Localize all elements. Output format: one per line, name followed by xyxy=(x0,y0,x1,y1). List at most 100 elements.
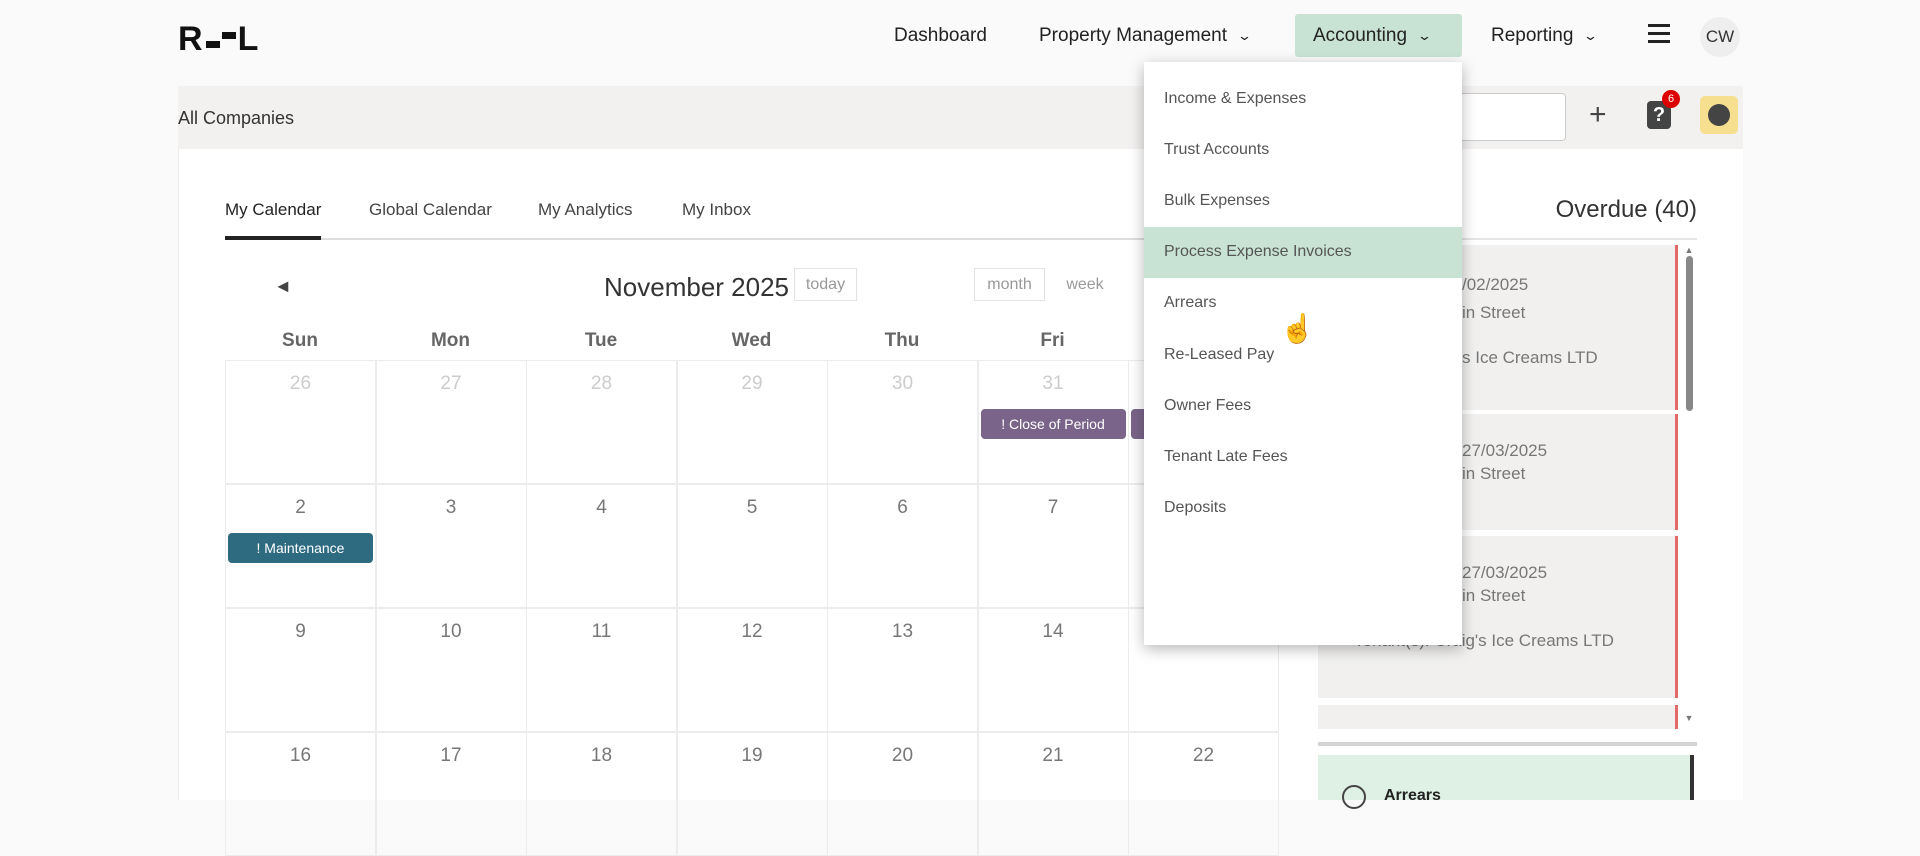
day-number: 12 xyxy=(741,621,763,642)
menu-item[interactable]: Income & Expenses xyxy=(1164,89,1307,107)
prev-month-icon[interactable]: ◄ xyxy=(274,276,292,296)
tab-divider xyxy=(225,238,1280,240)
calendar-day-cell[interactable]: 14 xyxy=(977,608,1129,732)
tab-my-calendar[interactable]: My Calendar xyxy=(225,200,322,219)
calendar-day-cell[interactable]: 22 xyxy=(1128,732,1279,856)
day-header: Sun xyxy=(282,330,318,351)
menu-item[interactable]: Arrears xyxy=(1164,294,1217,312)
month-view-button[interactable]: month xyxy=(974,268,1045,301)
nav-property-management[interactable]: Property Management ⌄ xyxy=(1021,14,1268,57)
card-date: /02/2025 xyxy=(1462,275,1529,294)
menu-item[interactable]: Owner Fees xyxy=(1164,396,1252,414)
menu-item[interactable]: Bulk Expenses xyxy=(1164,191,1270,209)
tab-global-calendar[interactable]: Global Calendar xyxy=(369,200,492,219)
calendar-day-cell[interactable]: 20 xyxy=(827,732,978,856)
calendar-day-cell[interactable]: 11 xyxy=(526,608,677,732)
day-number: 22 xyxy=(1192,745,1215,766)
calendar-day-cell[interactable]: 2 ! Maintenance xyxy=(225,484,376,608)
menu-item[interactable]: Re-Leased Pay xyxy=(1164,345,1275,363)
chevron-down-icon: ⌄ xyxy=(1236,27,1253,43)
day-number: 21 xyxy=(1042,745,1064,766)
day-number: 29 xyxy=(741,373,763,394)
calendar-day-cell[interactable]: 13 xyxy=(827,608,978,732)
calendar-day-cell[interactable]: 12 xyxy=(676,608,828,732)
calendar-day-cell[interactable]: 17 xyxy=(375,732,527,856)
tab-active-indicator xyxy=(225,236,321,240)
calendar-day-cell[interactable]: 26 xyxy=(225,360,376,484)
card-address: in Street xyxy=(1462,586,1526,605)
scrollbar[interactable]: ▲ ▼ xyxy=(1684,245,1694,723)
tab-my-inbox[interactable]: My Inbox xyxy=(682,200,751,219)
calendar-event[interactable]: ! Maintenance xyxy=(228,533,373,563)
calendar-day-cell[interactable]: 4 xyxy=(526,484,677,608)
day-number: 28 xyxy=(590,373,613,394)
overdue-title: Overdue (40) xyxy=(1555,196,1697,223)
calendar-day-cell[interactable]: 27 xyxy=(375,360,527,484)
scrollbar-thumb[interactable] xyxy=(1686,256,1693,411)
hand-cursor-icon: ☝ xyxy=(1280,313,1315,344)
ai-assistant-icon[interactable] xyxy=(1700,96,1738,134)
calendar-day-cell[interactable]: 7 xyxy=(977,484,1129,608)
chevron-down-icon: ⌄ xyxy=(1416,27,1433,43)
arrears-section[interactable]: Arrears xyxy=(1318,755,1694,809)
calendar-day-cell[interactable]: 5 xyxy=(676,484,828,608)
day-header: Fri xyxy=(1040,330,1065,351)
calendar-day-cell[interactable]: 29 xyxy=(676,360,828,484)
day-number: 6 xyxy=(897,497,908,518)
calendar-day-cell[interactable]: 18 xyxy=(526,732,677,856)
calendar-day-cell[interactable]: 10 xyxy=(375,608,527,732)
calendar-day-cell[interactable]: 3 xyxy=(375,484,527,608)
card-address: in Street xyxy=(1462,464,1526,483)
calendar-event[interactable]: ! Close of Period xyxy=(980,409,1126,439)
day-number: 17 xyxy=(440,745,462,766)
nav-label: Reporting xyxy=(1491,24,1574,46)
notification-badge: 6 xyxy=(1662,90,1680,108)
accounting-dropdown: Income & Expenses Trust Accounts Bulk Expe… xyxy=(1144,62,1462,645)
day-number: 31 xyxy=(1042,373,1064,394)
day-number: 7 xyxy=(1047,497,1059,518)
calendar-day-cell[interactable]: 6 xyxy=(827,484,978,608)
day-header: Thu xyxy=(884,330,920,351)
menu-item[interactable]: Process Expense Invoices xyxy=(1144,226,1462,278)
day-number: 18 xyxy=(590,745,613,766)
chevron-down-icon: ⌄ xyxy=(1583,27,1599,43)
section-title: Arrears xyxy=(1384,787,1441,804)
calendar-day-cell[interactable]: 21 xyxy=(977,732,1129,856)
company-selector[interactable]: All Companies xyxy=(178,108,295,128)
day-number: 30 xyxy=(891,373,914,394)
calendar-day-cell[interactable]: 31 ! Close of Period xyxy=(977,360,1129,484)
day-header: Wed xyxy=(731,330,772,351)
day-header: Tue xyxy=(584,330,618,351)
card-tenant: s Ice Creams LTD xyxy=(1462,348,1598,367)
clock-icon xyxy=(1342,785,1366,809)
day-number: 14 xyxy=(1042,621,1064,642)
calendar-day-cell[interactable]: 9 xyxy=(225,608,376,732)
card-date: 27/03/2025 xyxy=(1462,441,1548,460)
add-icon[interactable]: + xyxy=(1589,98,1607,131)
calendar-day-cell[interactable]: 28 xyxy=(526,360,677,484)
nav-label: Dashboard xyxy=(894,24,987,46)
nav-reporting[interactable]: Reporting ⌄ xyxy=(1473,14,1614,57)
avatar[interactable]: CW xyxy=(1700,17,1740,57)
menu-item[interactable]: Deposits xyxy=(1164,499,1227,517)
day-number: 2 xyxy=(295,497,306,518)
menu-item[interactable]: Trust Accounts xyxy=(1164,140,1270,158)
overdue-card[interactable] xyxy=(1318,705,1678,729)
nav-dashboard[interactable]: Dashboard xyxy=(876,14,1005,57)
day-number: 11 xyxy=(591,621,612,642)
calendar-day-cell[interactable]: 30 xyxy=(827,360,978,484)
calendar-day-cell[interactable]: 19 xyxy=(676,732,828,856)
day-header: Mon xyxy=(430,330,471,351)
day-number: 5 xyxy=(746,497,758,518)
nav-accounting[interactable]: Accounting ⌄ xyxy=(1295,14,1462,57)
menu-item[interactable]: Tenant Late Fees xyxy=(1164,447,1288,465)
week-view-button[interactable]: week xyxy=(1050,268,1120,301)
today-button[interactable]: today xyxy=(794,268,857,301)
day-number: 9 xyxy=(295,621,306,642)
calendar-day-cell[interactable]: 16 xyxy=(225,732,376,856)
day-number: 26 xyxy=(289,373,312,394)
day-number: 3 xyxy=(445,497,457,518)
hamburger-icon[interactable] xyxy=(1648,24,1670,43)
tab-my-analytics[interactable]: My Analytics xyxy=(538,200,633,219)
